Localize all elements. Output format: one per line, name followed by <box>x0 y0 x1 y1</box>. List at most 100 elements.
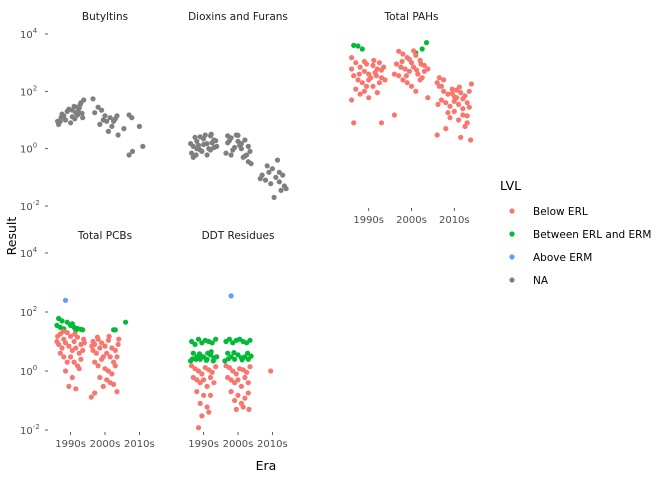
data-point <box>273 174 279 180</box>
data-point <box>353 86 359 92</box>
data-point <box>268 181 274 187</box>
data-point <box>242 395 248 401</box>
data-point <box>244 369 250 375</box>
data-point <box>245 350 251 356</box>
data-point <box>266 169 272 175</box>
facet-title: Butyltins <box>82 11 128 23</box>
data-point <box>102 113 108 119</box>
data-point <box>371 57 377 64</box>
data-point <box>438 83 445 89</box>
data-point <box>462 123 468 129</box>
legend: LVL Below ERL Between ERL and ERM Above ERM… <box>500 178 651 287</box>
data-point <box>447 103 453 109</box>
data-point <box>202 132 208 138</box>
data-point <box>451 98 457 104</box>
data-point <box>192 341 198 347</box>
data-point <box>230 147 236 153</box>
data-point <box>201 392 207 398</box>
facet-title: DDT Residues <box>202 230 275 242</box>
data-point <box>247 337 253 343</box>
data-point <box>213 336 219 342</box>
legend-key <box>509 254 515 260</box>
data-point <box>366 77 372 83</box>
data-point <box>238 146 244 152</box>
data-point <box>223 150 229 156</box>
data-point <box>112 327 118 333</box>
data-point <box>456 101 462 107</box>
data-point <box>391 112 397 118</box>
data-point <box>114 113 120 119</box>
data-point <box>456 117 462 123</box>
data-point <box>458 134 464 140</box>
y-tick-label: 100 <box>20 364 37 378</box>
data-point <box>208 349 214 355</box>
data-point <box>76 350 82 356</box>
data-point <box>460 96 466 102</box>
data-point <box>66 383 72 389</box>
data-point <box>77 101 83 107</box>
data-point <box>393 61 400 67</box>
data-point <box>351 42 357 49</box>
data-point <box>94 334 100 340</box>
data-point <box>76 366 82 372</box>
data-point <box>69 374 75 381</box>
data-point <box>269 166 275 172</box>
data-point <box>399 58 405 65</box>
data-point <box>194 389 200 395</box>
data-point <box>195 336 202 342</box>
data-point <box>189 363 195 369</box>
data-point <box>351 120 357 126</box>
data-point <box>355 77 361 83</box>
facet-panel: Dioxins and Furans <box>188 11 289 200</box>
data-point <box>104 350 110 356</box>
data-point <box>458 90 464 96</box>
data-point <box>402 66 408 72</box>
data-point <box>73 386 79 392</box>
data-point <box>207 392 214 398</box>
facet-panel: Total PAHs 1990s 2000s 2010s <box>349 11 474 226</box>
data-point <box>106 333 112 339</box>
data-point <box>353 60 359 66</box>
x-tick-label: 2010s <box>439 215 470 226</box>
data-point <box>228 389 234 395</box>
data-point <box>121 126 127 132</box>
data-point <box>199 148 205 154</box>
data-point <box>238 383 244 389</box>
y-tick-label: 104 <box>20 27 38 41</box>
data-point <box>370 62 376 68</box>
data-point <box>62 297 69 303</box>
data-point <box>105 368 111 374</box>
data-point <box>99 356 105 362</box>
data-point <box>123 319 129 325</box>
facet-panels: Butyltins 10-2 100 102 104 Dioxins and Furans… <box>20 11 474 450</box>
data-point <box>140 143 146 149</box>
data-point <box>276 179 282 185</box>
data-point <box>225 356 231 362</box>
x-tick-label: 1990s <box>353 215 384 226</box>
data-point <box>228 293 234 299</box>
facet-panel: DDT Residues 1990s 2000s 2010s <box>188 230 288 450</box>
data-point <box>107 354 113 360</box>
data-point <box>400 51 406 57</box>
data-point <box>378 67 385 73</box>
data-point <box>225 350 231 356</box>
data-point <box>361 68 367 74</box>
data-point <box>235 352 241 358</box>
data-point <box>78 356 84 362</box>
data-point <box>413 88 419 94</box>
data-point <box>406 56 412 63</box>
data-point <box>408 83 415 89</box>
data-point <box>357 64 363 70</box>
y-axis-title: Result <box>4 217 19 256</box>
data-point <box>403 73 409 79</box>
data-point <box>247 364 253 370</box>
data-point <box>363 83 370 89</box>
data-point <box>97 121 103 127</box>
data-point <box>193 152 199 158</box>
data-point <box>248 161 254 167</box>
data-point <box>95 363 101 369</box>
data-point <box>189 338 195 345</box>
data-point <box>228 377 234 383</box>
x-axis-title: Era <box>256 458 277 473</box>
data-point <box>449 90 455 96</box>
